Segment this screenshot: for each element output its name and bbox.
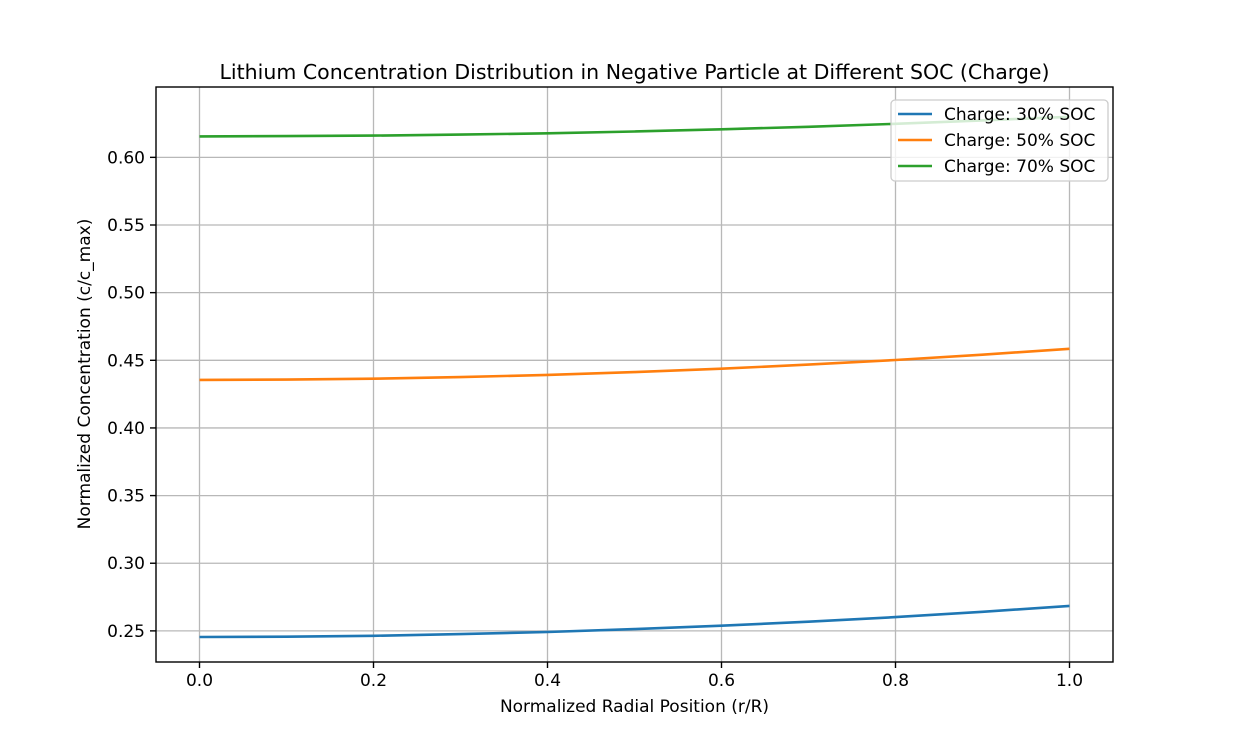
y-tick-label: 0.25 — [107, 622, 145, 642]
legend-item-label: Charge: 30% SOC — [944, 105, 1095, 125]
axis-ticks: 0.0 0.2 0.4 0.6 0.8 1.0 0.25 0.30 0.35 0.40 0.45 0.… — [107, 148, 1083, 691]
legend-item-label: Charge: 70% SOC — [944, 157, 1095, 177]
series-lines — [199, 115, 1070, 639]
y-tick-label: 0.55 — [107, 216, 145, 236]
y-tick-label: 0.60 — [107, 148, 145, 168]
x-tick-label: 0.0 — [186, 671, 213, 691]
x-tick-label: 0.4 — [534, 671, 561, 691]
y-axis-label: Normalized Concentration (c/c_max) — [75, 218, 95, 530]
y-tick-label: 0.35 — [107, 487, 145, 507]
x-tick-label: 0.8 — [882, 671, 909, 691]
x-axis-label: Normalized Radial Position (r/R) — [499, 697, 770, 717]
series-line-0 — [199, 604, 1070, 639]
x-tick-label: 1.0 — [1056, 671, 1083, 691]
y-tick-label: 0.30 — [107, 554, 145, 574]
y-tick-label: 0.40 — [107, 419, 145, 439]
legend-item-label: Charge: 50% SOC — [944, 131, 1095, 151]
chart-title: Lithium Concentration Distribution in Ne… — [219, 60, 1050, 84]
legend-box — [890, 99, 1109, 182]
x-tick-label: 0.2 — [360, 671, 387, 691]
y-tick-label: 0.45 — [107, 351, 145, 371]
legend: Charge: 30% SOC Charge: 50% SOC Charge: 70… — [890, 99, 1109, 182]
y-tick-label: 0.50 — [107, 284, 145, 304]
plot-border — [155, 86, 1114, 663]
x-tick-label: 0.6 — [708, 671, 735, 691]
series-line-1 — [199, 347, 1070, 382]
